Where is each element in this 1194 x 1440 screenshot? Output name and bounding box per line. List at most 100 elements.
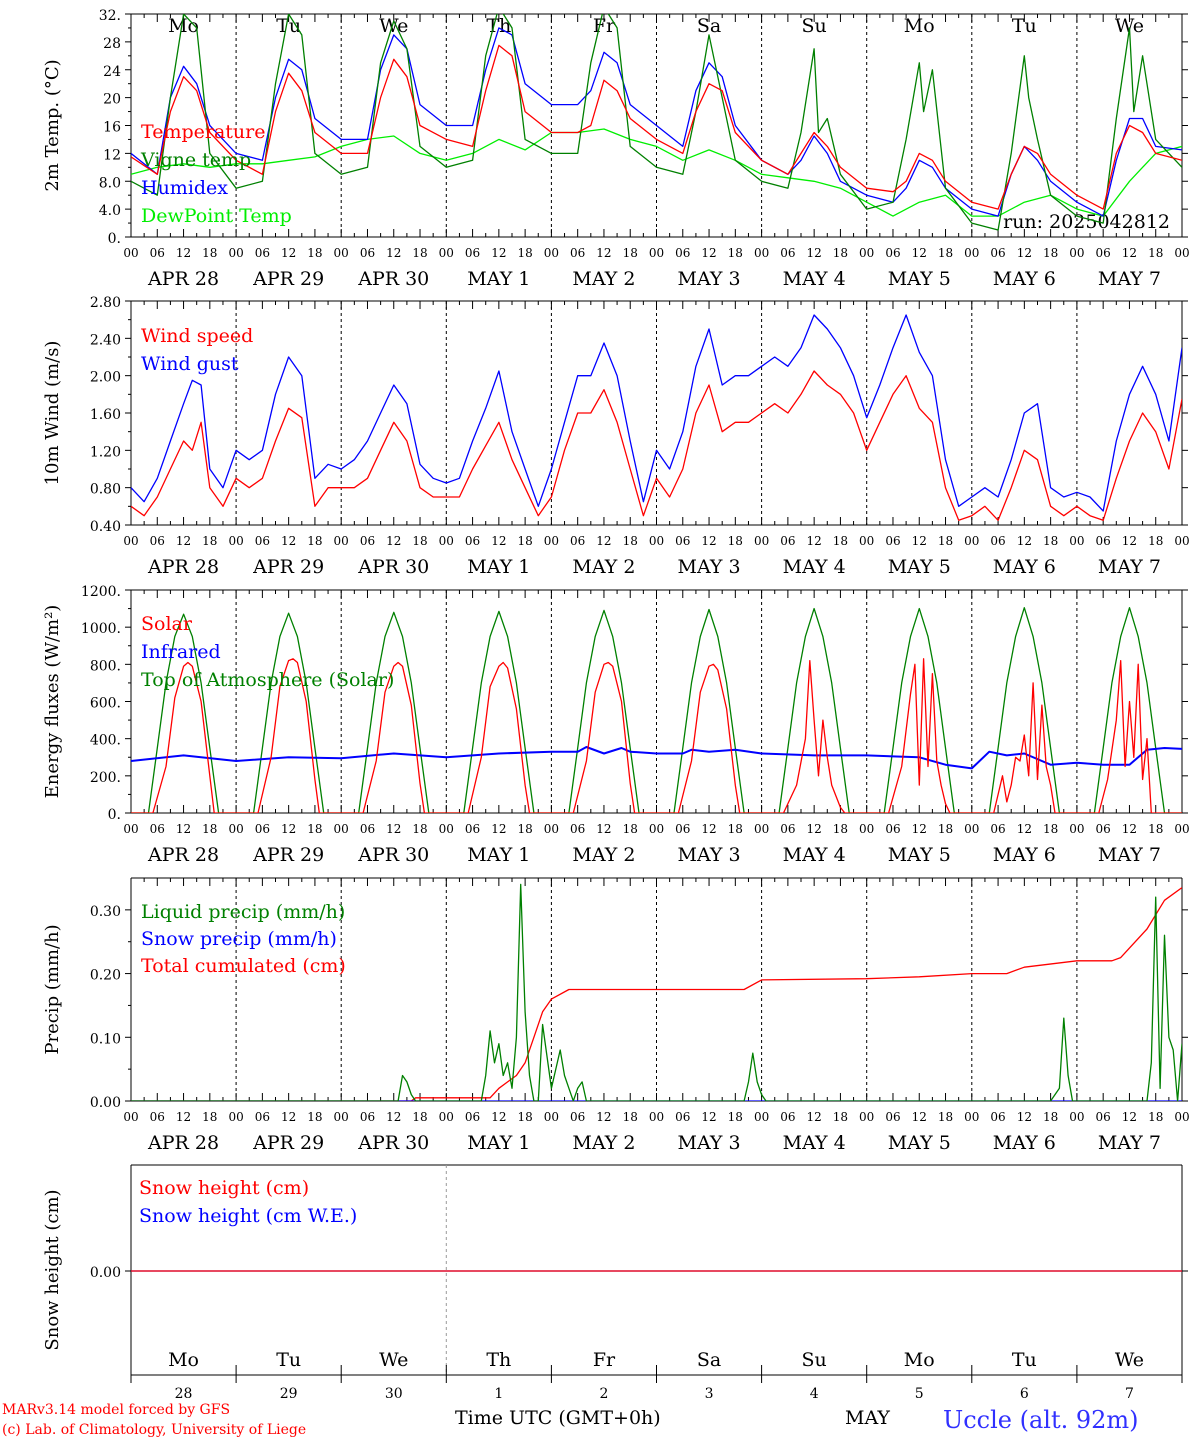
y-tick-label: 12: [103, 147, 121, 163]
weekday-label: Mo: [168, 1349, 199, 1371]
hour-tick-label: 06: [465, 246, 480, 260]
hour-tick-label: 18: [833, 246, 848, 260]
hour-tick-label: 12: [912, 1110, 927, 1124]
hour-tick-label: 12: [176, 1110, 191, 1124]
legend-entry: Solar: [141, 613, 193, 635]
date-label: MAY 5: [888, 1132, 951, 1154]
y-tick-label: 1.60: [90, 407, 121, 423]
hour-tick-label: 06: [885, 822, 900, 836]
date-label: APR 29: [252, 268, 324, 290]
hour-tick-label: 18: [307, 1110, 322, 1124]
y-tick-label: 1000.: [81, 621, 121, 637]
day-number-label: 29: [280, 1386, 298, 1402]
hour-tick-label: 00: [649, 246, 664, 260]
date-label: MAY 2: [572, 268, 635, 290]
day-number-label: 3: [705, 1386, 714, 1402]
hour-tick-label: 18: [517, 822, 532, 836]
date-label: MAY 7: [1098, 1132, 1161, 1154]
y-tick-label: 2.00: [90, 370, 121, 386]
hour-tick-label: 12: [701, 1110, 716, 1124]
date-label: MAY 7: [1098, 556, 1161, 578]
hour-tick-label: 18: [517, 1110, 532, 1124]
series-line-liquid-precip-mm-h-: [131, 883, 1182, 1101]
panel-2: 0.40 0.80 1.20 1.60 2.00 2.40 2.80 10m Wind (m/…: [42, 295, 1190, 578]
hour-tick-label: 18: [1043, 246, 1058, 260]
date-label: APR 29: [252, 1132, 324, 1154]
weekday-label: We: [1115, 15, 1144, 37]
hour-tick-label: 12: [386, 822, 401, 836]
hour-tick-label: 12: [1122, 534, 1137, 548]
y-tick-label: 4.0: [99, 203, 121, 219]
x-axis-label: Time UTC (GMT+0h): [455, 1407, 661, 1429]
hour-tick-label: 00: [1174, 534, 1189, 548]
hour-tick-label: 12: [912, 534, 927, 548]
hour-tick-label: 12: [491, 1110, 506, 1124]
hour-tick-label: 18: [202, 822, 217, 836]
hour-tick-label: 00: [859, 822, 874, 836]
hour-tick-label: 00: [754, 534, 769, 548]
date-label: MAY 3: [678, 556, 741, 578]
hour-tick-label: 12: [807, 822, 822, 836]
hour-tick-label: 06: [150, 534, 165, 548]
hour-tick-label: 06: [990, 534, 1005, 548]
legend-entry: Snow height (cm W.E.): [139, 1205, 357, 1227]
hour-tick-label: 00: [1069, 246, 1084, 260]
hour-tick-label: 18: [833, 822, 848, 836]
date-label: APR 29: [252, 844, 324, 866]
date-label: APR 30: [357, 556, 429, 578]
hour-tick-label: 12: [1122, 822, 1137, 836]
hour-tick-label: 00: [859, 246, 874, 260]
y-tick-label: 16: [103, 120, 121, 136]
y-tick-label: 600.: [90, 696, 121, 712]
date-label: MAY 6: [993, 844, 1056, 866]
hour-tick-label: 00: [228, 1110, 243, 1124]
credit-line-2: (c) Lab. of Climatology, University of L…: [2, 1422, 306, 1438]
date-label: APR 30: [357, 1132, 429, 1154]
hour-tick-label: 18: [938, 534, 953, 548]
day-number-label: 6: [1020, 1386, 1029, 1402]
hour-tick-label: 00: [1069, 534, 1084, 548]
y-tick-label: 0.: [108, 807, 121, 823]
series-line-wind-speed: [131, 370, 1182, 521]
series-group: [131, 314, 1182, 521]
weekday-label: Th: [486, 15, 511, 37]
hour-tick-label: 18: [728, 822, 743, 836]
hour-tick-label: 06: [570, 534, 585, 548]
hour-tick-label: 18: [938, 1110, 953, 1124]
legend-entry: DewPoint Temp: [141, 205, 292, 227]
weekday-label: Th: [486, 1349, 511, 1371]
hour-tick-label: 18: [202, 246, 217, 260]
hour-tick-label: 18: [623, 246, 638, 260]
y-axis-label: Energy fluxes (W/m²): [42, 605, 63, 799]
weekday-label: Sa: [697, 1349, 721, 1371]
hour-tick-label: 00: [964, 1110, 979, 1124]
weekday-label: Tu: [276, 15, 301, 37]
hour-tick-label: 18: [833, 534, 848, 548]
hour-tick-label: 12: [1017, 534, 1032, 548]
hour-tick-label: 06: [465, 1110, 480, 1124]
hour-tick-label: 18: [623, 822, 638, 836]
panel-4: 0.00 0.10 0.20 0.30 Precip (mm/h) 00 06 12 18 APR…: [42, 877, 1190, 1154]
date-label: MAY 6: [993, 268, 1056, 290]
hour-tick-label: 18: [412, 1110, 427, 1124]
hour-tick-label: 12: [1122, 1110, 1137, 1124]
hour-tick-label: 06: [360, 246, 375, 260]
hour-tick-label: 00: [123, 246, 138, 260]
series-line-total-cumulated-cm-: [131, 887, 1182, 1101]
hour-tick-label: 06: [675, 1110, 690, 1124]
hour-tick-label: 06: [255, 822, 270, 836]
hour-tick-label: 06: [675, 534, 690, 548]
hour-tick-label: 00: [439, 534, 454, 548]
hour-tick-label: 00: [859, 1110, 874, 1124]
hour-tick-label: 00: [649, 1110, 664, 1124]
hour-tick-label: 12: [281, 1110, 296, 1124]
date-label: MAY 3: [678, 268, 741, 290]
y-tick-label: 0.: [108, 231, 121, 247]
hour-tick-label: 12: [1017, 246, 1032, 260]
hour-tick-label: 18: [517, 246, 532, 260]
hour-tick-label: 00: [228, 246, 243, 260]
hour-tick-label: 18: [728, 246, 743, 260]
date-label: MAY 5: [888, 268, 951, 290]
y-tick-label: 0.10: [90, 1031, 121, 1047]
